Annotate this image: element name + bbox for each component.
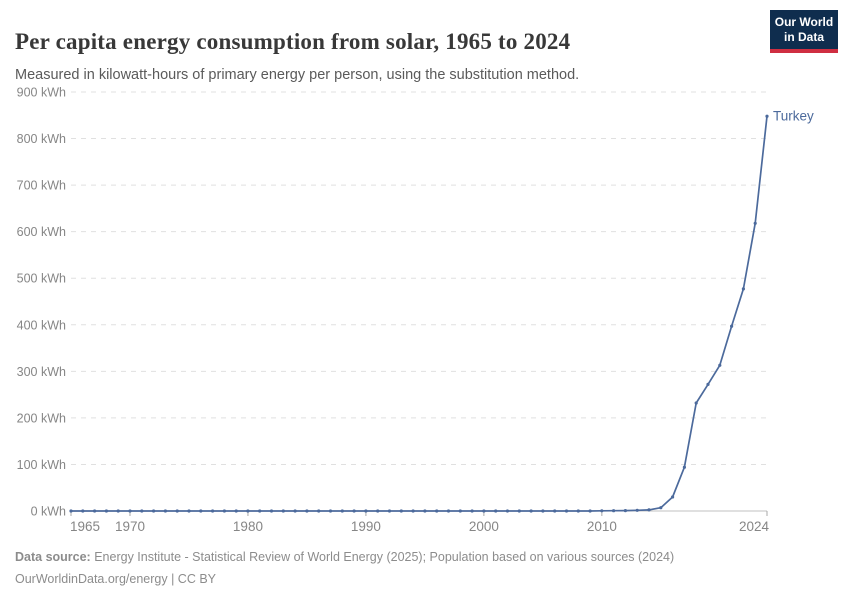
data-point[interactable] (340, 509, 344, 513)
data-point[interactable] (376, 509, 380, 513)
data-point[interactable] (647, 508, 651, 512)
x-tick-label: 2000 (469, 519, 499, 534)
x-tick-label: 2010 (587, 519, 617, 534)
data-point[interactable] (730, 324, 734, 328)
data-point[interactable] (671, 495, 675, 499)
data-point[interactable] (458, 509, 462, 513)
data-point[interactable] (352, 509, 356, 513)
data-point[interactable] (116, 509, 120, 513)
series-line-turkey[interactable] (70, 115, 768, 512)
data-point[interactable] (623, 509, 628, 513)
data-point[interactable] (553, 509, 557, 513)
owid-logo-line1: Our World (774, 14, 834, 29)
data-point[interactable] (387, 509, 392, 513)
data-point[interactable] (328, 509, 333, 513)
data-point[interactable] (612, 509, 616, 513)
datasource-line: Data source: Energy Institute - Statisti… (15, 547, 835, 569)
page-title: Per capita energy consumption from solar… (15, 29, 571, 55)
data-point[interactable] (269, 509, 274, 513)
data-point[interactable] (175, 509, 179, 513)
y-tick-label: 800 kWh (17, 132, 66, 146)
data-point[interactable] (753, 221, 757, 225)
y-tick-label: 600 kWh (17, 225, 66, 239)
data-point[interactable] (128, 509, 132, 513)
data-point[interactable] (718, 363, 722, 367)
data-point[interactable] (482, 509, 486, 513)
y-tick-label: 0 kWh (31, 505, 66, 519)
data-point[interactable] (706, 382, 710, 386)
data-point[interactable] (494, 509, 498, 513)
license-line: OurWorldinData.org/energy | CC BY (15, 569, 835, 591)
data-point[interactable] (93, 509, 97, 513)
x-tick-label: 2024 (739, 519, 770, 534)
owid-logo-line2: in Data (783, 29, 824, 44)
data-point[interactable] (588, 509, 592, 513)
data-point[interactable] (187, 509, 191, 513)
series-end-label[interactable]: Turkey (773, 109, 814, 124)
data-point[interactable] (564, 509, 569, 513)
owid-logo[interactable]: Our World in Data (770, 10, 838, 53)
data-point[interactable] (435, 509, 439, 513)
data-point[interactable] (81, 509, 85, 513)
data-point[interactable] (529, 509, 533, 513)
data-point[interactable] (741, 287, 746, 291)
data-point[interactable] (411, 509, 415, 513)
chart-footer: Data source: Energy Institute - Statisti… (15, 547, 835, 591)
data-point[interactable] (140, 509, 144, 513)
data-point[interactable] (152, 509, 156, 513)
data-point[interactable] (364, 509, 368, 513)
data-point[interactable] (659, 506, 663, 510)
x-tick-label: 1965 (70, 519, 100, 534)
data-point[interactable] (682, 465, 687, 469)
data-point[interactable] (470, 509, 474, 513)
y-tick-label: 300 kWh (17, 365, 66, 379)
x-tick-label: 1990 (351, 519, 381, 534)
data-point[interactable] (199, 509, 203, 513)
data-point[interactable] (446, 509, 451, 513)
x-tick-label: 1970 (115, 519, 145, 534)
y-tick-label: 200 kWh (17, 411, 66, 425)
y-tick-label: 900 kWh (17, 86, 66, 100)
y-tick-label: 700 kWh (17, 179, 66, 193)
data-point[interactable] (234, 509, 238, 513)
y-tick-label: 500 kWh (17, 272, 66, 286)
datasource-label: Data source: (15, 550, 91, 564)
data-point[interactable] (694, 401, 698, 405)
datasource-text: Energy Institute - Statistical Review of… (90, 550, 675, 564)
y-tick-label: 100 kWh (17, 458, 66, 472)
x-tick-label: 1980 (233, 519, 263, 534)
data-point[interactable] (399, 509, 403, 513)
data-point[interactable] (765, 114, 769, 118)
data-point[interactable] (541, 509, 545, 513)
data-point[interactable] (293, 509, 297, 513)
data-point[interactable] (505, 509, 510, 513)
data-point[interactable] (258, 509, 262, 513)
data-point[interactable] (635, 508, 639, 512)
data-point[interactable] (305, 509, 309, 513)
data-point[interactable] (576, 509, 580, 513)
chart-subtitle: Measured in kilowatt-hours of primary en… (15, 66, 580, 83)
data-point[interactable] (600, 509, 604, 513)
data-point[interactable] (104, 509, 108, 513)
data-point[interactable] (222, 509, 226, 513)
y-tick-label: 400 kWh (17, 318, 66, 332)
data-point[interactable] (246, 509, 250, 513)
data-point[interactable] (163, 509, 167, 513)
data-point[interactable] (69, 509, 73, 513)
owid-url-link[interactable]: OurWorldinData.org/energy | CC BY (15, 571, 217, 586)
data-point[interactable] (317, 509, 321, 513)
data-point[interactable] (281, 509, 285, 513)
data-point[interactable] (423, 509, 427, 513)
data-point[interactable] (211, 509, 215, 513)
data-point[interactable] (517, 509, 521, 513)
